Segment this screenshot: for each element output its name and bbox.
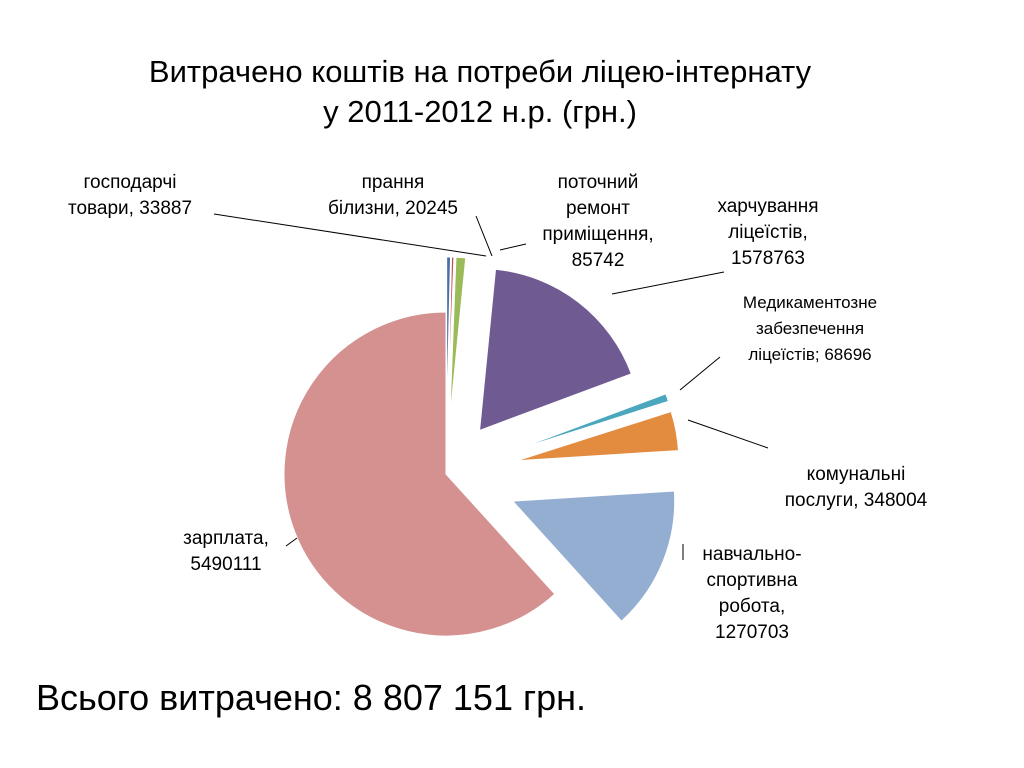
leader-line-0	[213, 213, 487, 257]
slice-label-2: поточний ремонт приміщення, 85742	[542, 172, 653, 271]
leader-line-4	[679, 356, 721, 391]
slice-label-line: приміщення,	[542, 224, 653, 245]
leader-line-1	[475, 215, 493, 257]
total-spent: Всього витрачено: 8 807 151 грн.	[36, 677, 587, 718]
slice-label-line: 1578763	[731, 248, 805, 269]
slice-label-4: Медикаментозне забезпечення ліцеїстів; 686…	[743, 293, 877, 364]
slice-label-line: забезпечення	[756, 319, 864, 338]
pie-slice-1	[447, 256, 455, 420]
slice-label-line: Медикаментозне	[743, 293, 877, 312]
pie-slice-6	[511, 490, 676, 622]
pie-slice-7	[283, 311, 556, 637]
slice-label-line: комунальні	[807, 464, 906, 485]
leader-line-7	[285, 537, 298, 547]
slice-label-7: зарплата, 5490111	[183, 528, 269, 575]
pie-slice-4	[513, 393, 670, 451]
slice-label-line: білизни, 20245	[328, 198, 458, 219]
pie-slice-2	[449, 256, 467, 420]
slice-label-line: навчально-	[702, 544, 801, 565]
pie-slice-5	[516, 410, 679, 462]
slice-label-line: послуги, 348004	[785, 490, 928, 511]
pie-slice-0	[446, 256, 452, 420]
slice-label-line: зарплата,	[183, 528, 269, 549]
slice-label-line: робота,	[719, 596, 786, 617]
slice-label-6: навчально-спортивна робота, 1270703	[702, 544, 801, 643]
pie-slice-3	[478, 268, 632, 432]
slice-label-line: прання	[362, 172, 425, 193]
slice-label-1: прання білизни, 20245	[328, 172, 458, 219]
slice-label-line: харчування	[717, 196, 818, 217]
slice-label-3: харчування ліцеїстів, 1578763	[717, 196, 818, 269]
slice-label-line: поточний	[558, 172, 639, 193]
slice-label-line: спортивна	[707, 570, 798, 591]
slice-label-5: комунальні послуги, 348004	[785, 464, 928, 511]
chart-title-line-2: у 2011-2012 н.р. (грн.)	[323, 94, 637, 129]
slice-label-line: господарчі	[84, 172, 177, 193]
chart-title-line-1: Витрачено коштів на потреби ліцею-інтерн…	[148, 54, 812, 89]
leader-line-2	[499, 243, 527, 251]
leader-line-3	[611, 271, 725, 295]
chart-title: Витрачено коштів на потреби ліцею-інтерн…	[0, 52, 960, 132]
slice-label-line: ліцеїстів,	[728, 222, 808, 243]
slice-label-line: ремонт	[566, 198, 630, 219]
slice-label-line: 5490111	[190, 554, 261, 575]
slice-label-line: товари, 33887	[68, 198, 192, 219]
slice-label-line: ліцеїстів; 68696	[748, 345, 871, 364]
slice-label-line: 85742	[572, 250, 625, 271]
slice-label-0: господарчі товари, 33887	[68, 172, 192, 219]
slice-label-line: 1270703	[715, 622, 789, 643]
leader-line-5	[687, 419, 769, 449]
